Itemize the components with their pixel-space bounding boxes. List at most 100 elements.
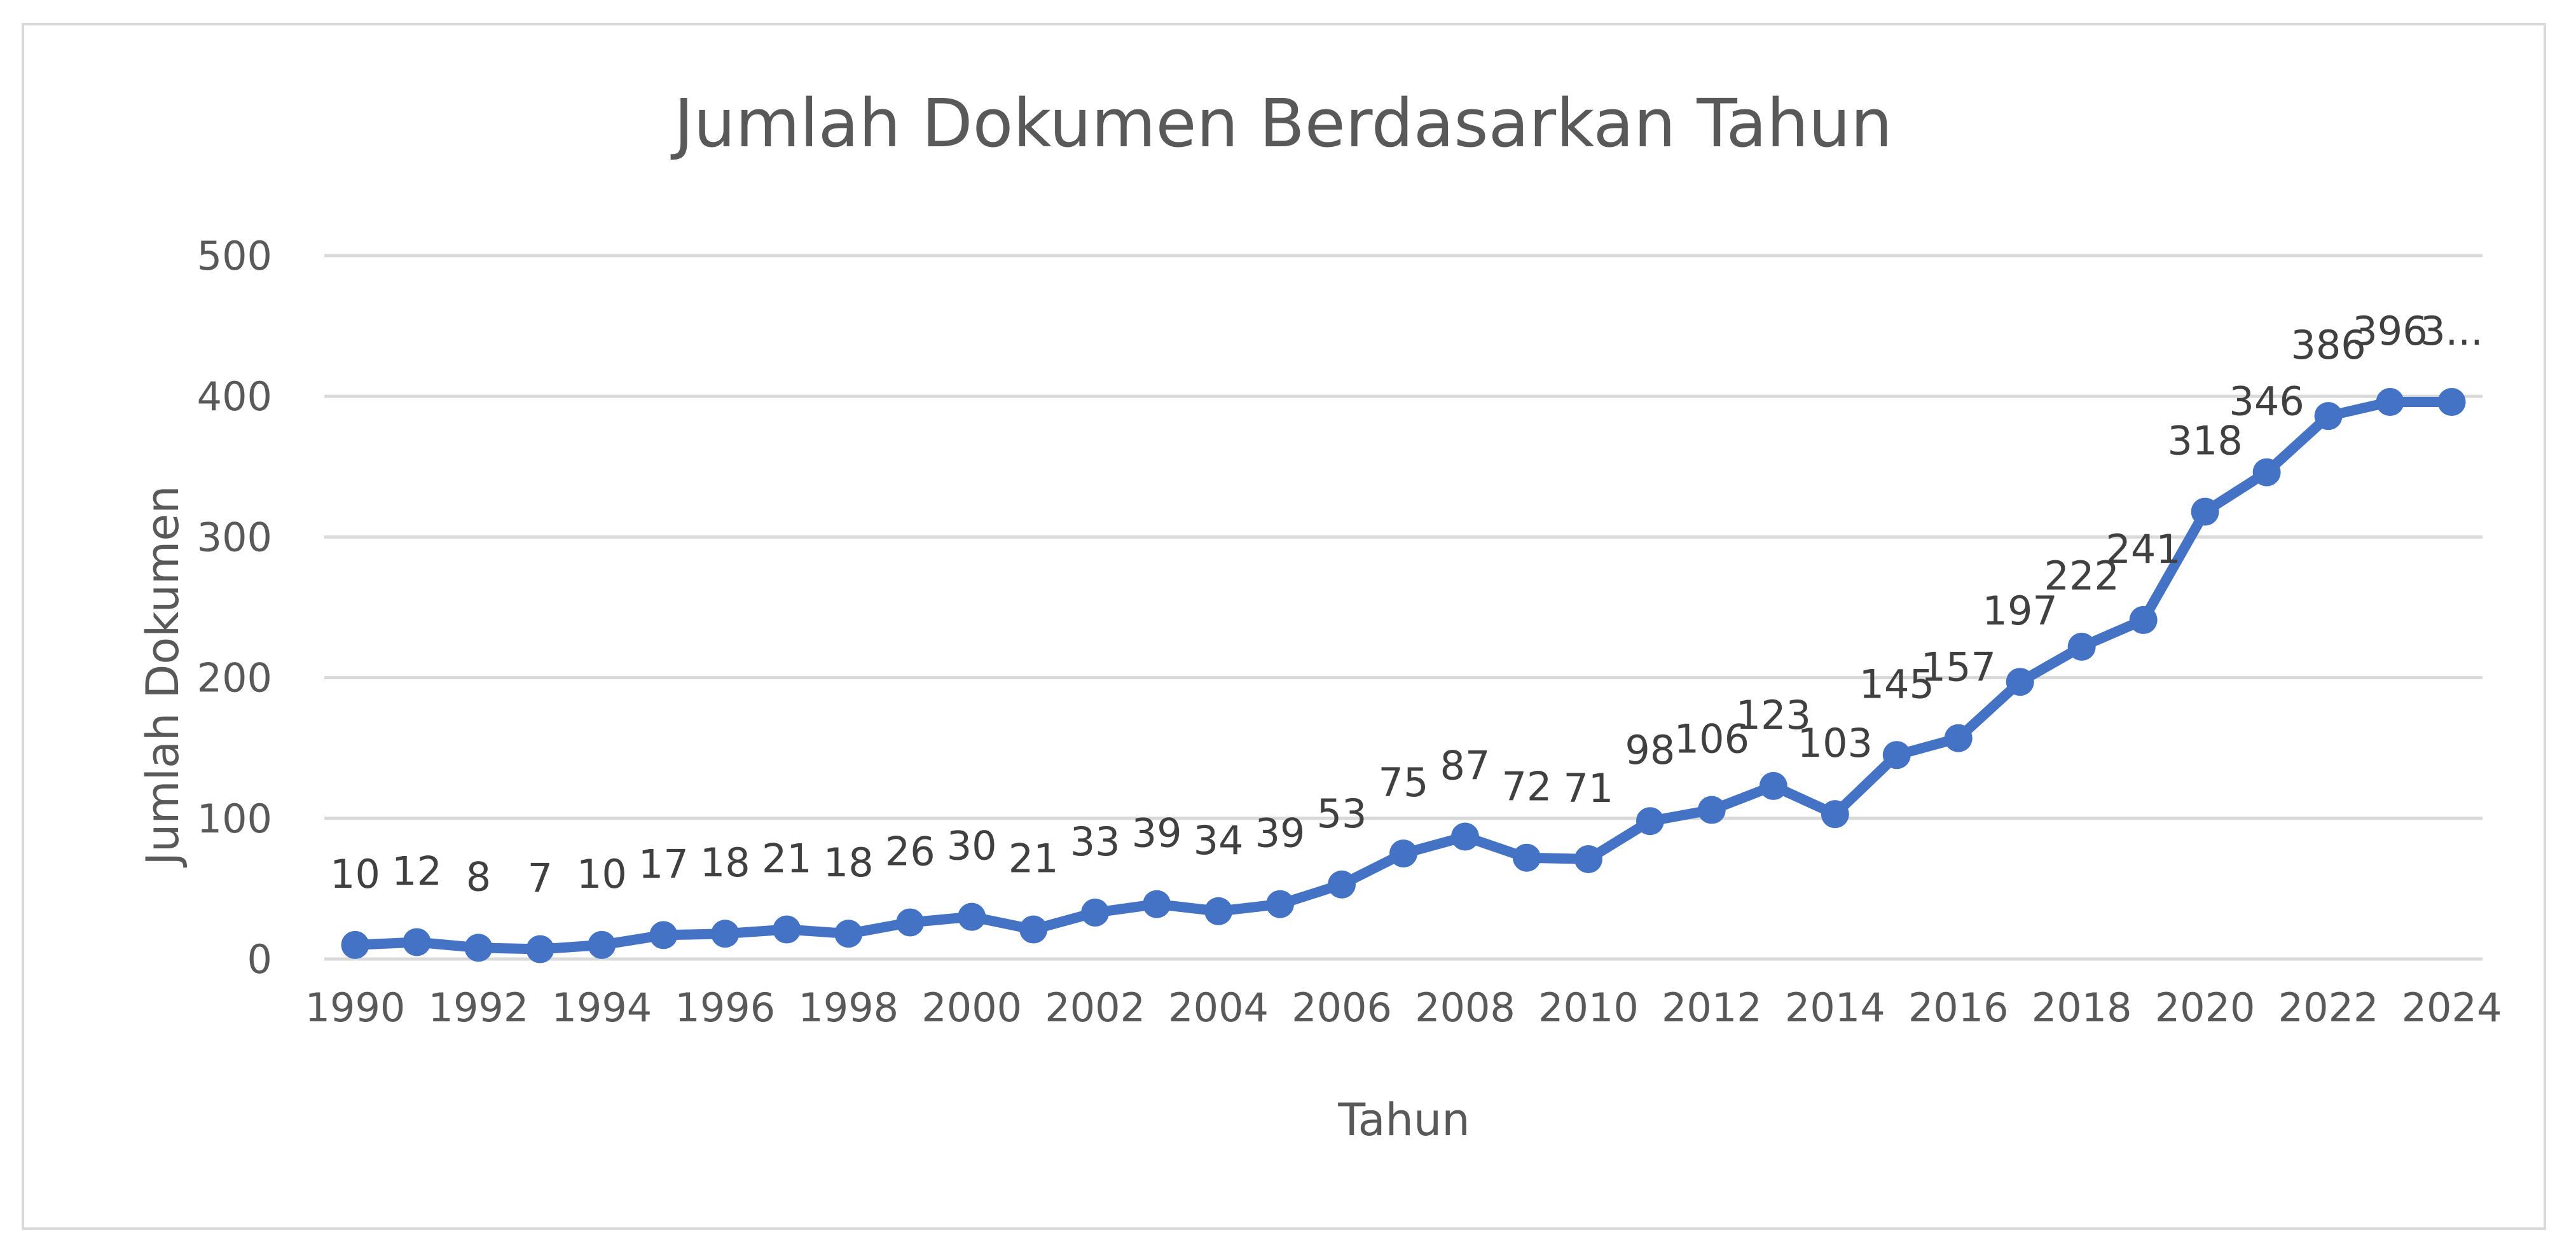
- data-label: 98: [1625, 727, 1675, 773]
- data-point: [588, 930, 616, 959]
- data-label: 123: [1736, 692, 1811, 738]
- x-tick-label: 2012: [1662, 984, 1762, 1031]
- data-label: 26: [885, 828, 935, 874]
- data-label: 197: [1983, 588, 2058, 634]
- data-point: [1019, 915, 1048, 944]
- data-label: 18: [823, 839, 874, 886]
- data-label: 72: [1501, 764, 1552, 810]
- x-tick-label: 2010: [1538, 984, 1639, 1031]
- data-label: 30: [947, 823, 997, 869]
- data-label: 33: [1070, 818, 1120, 865]
- data-label: 12: [392, 848, 442, 894]
- line-chart: Jumlah Dokumen Berdasarkan Tahun Tahun J…: [137, 85, 2502, 1146]
- data-point: [711, 920, 740, 948]
- data-label: 106: [1674, 716, 1749, 763]
- data-point: [1759, 771, 1787, 800]
- data-label: 318: [2167, 418, 2242, 464]
- data-point: [1450, 822, 1479, 851]
- data-point: [1882, 741, 1911, 769]
- data-point: [403, 928, 431, 956]
- x-tick-label: 2020: [2155, 984, 2256, 1031]
- data-label: 346: [2229, 378, 2304, 425]
- data-point: [1574, 845, 1602, 873]
- data-label: 396: [2352, 308, 2427, 354]
- data-point: [1821, 800, 1849, 829]
- x-tick-label: 2014: [1785, 984, 1885, 1031]
- data-label: 18: [700, 839, 750, 886]
- data-label: 8: [466, 853, 491, 900]
- x-tick-label: 1998: [798, 984, 899, 1031]
- gridlines: [324, 254, 2483, 961]
- data-point: [958, 902, 986, 931]
- data-point: [2006, 668, 2034, 696]
- chart-title: Jumlah Dokumen Berdasarkan Tahun: [670, 85, 1892, 162]
- x-tick-label: 1990: [305, 984, 406, 1031]
- data-point: [1697, 796, 1726, 824]
- data-point: [1512, 843, 1541, 872]
- data-point: [2314, 402, 2343, 431]
- data-label: 21: [762, 836, 812, 882]
- x-tick-label: 1992: [429, 984, 529, 1031]
- data-label: 241: [2105, 526, 2180, 572]
- data-point: [1143, 890, 1171, 918]
- data-point: [2067, 632, 2096, 661]
- chart-area: Jumlah Dokumen Berdasarkan Tahun Tahun J…: [22, 23, 2546, 1230]
- x-tick-label: 2008: [1415, 984, 1515, 1031]
- data-point: [341, 930, 369, 959]
- data-label: 75: [1379, 759, 1429, 806]
- data-label: 103: [1798, 720, 1873, 766]
- x-tick-label: 2022: [2278, 984, 2379, 1031]
- data-label: 39: [1132, 810, 1182, 857]
- data-label: 71: [1563, 765, 1613, 811]
- y-axis-ticks: 0 100 200 300 400 500: [197, 233, 272, 983]
- x-tick-label: 2002: [1045, 984, 1145, 1031]
- x-tick-label: 1994: [551, 984, 652, 1031]
- data-points: [341, 388, 2466, 963]
- data-point: [1266, 890, 1295, 918]
- y-tick-label: 100: [197, 796, 272, 842]
- data-point: [1328, 870, 1356, 899]
- y-tick-label: 400: [197, 373, 272, 420]
- data-label: 39: [1255, 810, 1305, 857]
- y-tick-label: 300: [197, 514, 272, 560]
- data-label: 87: [1440, 743, 1491, 789]
- x-tick-label: 2004: [1168, 984, 1269, 1031]
- data-point: [464, 934, 493, 962]
- x-tick-label: 2000: [921, 984, 1022, 1031]
- y-tick-label: 500: [197, 233, 272, 279]
- data-point: [1081, 899, 1110, 927]
- data-point: [1636, 807, 1664, 836]
- data-point: [1944, 724, 1973, 752]
- data-point: [773, 915, 801, 944]
- y-tick-label: 0: [247, 936, 272, 983]
- data-label: 7: [528, 855, 553, 902]
- data-label: 386: [2290, 322, 2366, 368]
- data-label: 17: [638, 841, 689, 887]
- data-label: 10: [330, 851, 380, 897]
- data-label: 222: [2044, 553, 2119, 599]
- data-point: [649, 921, 678, 949]
- data-point: [896, 908, 925, 937]
- y-axis-title: Jumlah Dokumen: [137, 485, 189, 867]
- data-label: 21: [1009, 836, 1059, 882]
- data-label: 145: [1859, 661, 1934, 707]
- data-label: 157: [1921, 644, 1996, 691]
- x-axis-ticks: 1990 1992 1994 1996 1998 2000 2002 2004 2006 2008…: [305, 984, 2502, 1031]
- data-point: [834, 920, 863, 948]
- x-axis-title: Tahun: [1337, 1094, 1470, 1146]
- data-point: [526, 935, 554, 963]
- data-point: [1204, 897, 1233, 925]
- data-point: [2437, 388, 2466, 417]
- data-point: [2129, 605, 2158, 634]
- data-label: 53: [1317, 790, 1367, 837]
- data-label: 34: [1194, 817, 1244, 864]
- y-tick-label: 200: [197, 655, 272, 701]
- x-tick-label: 2018: [2032, 984, 2132, 1031]
- x-tick-label: 2006: [1291, 984, 1392, 1031]
- data-label: 10: [577, 851, 627, 897]
- data-point: [2191, 497, 2219, 526]
- x-tick-label: 1996: [675, 984, 775, 1031]
- data-label: 3...: [2420, 308, 2483, 354]
- data-point: [2376, 388, 2404, 417]
